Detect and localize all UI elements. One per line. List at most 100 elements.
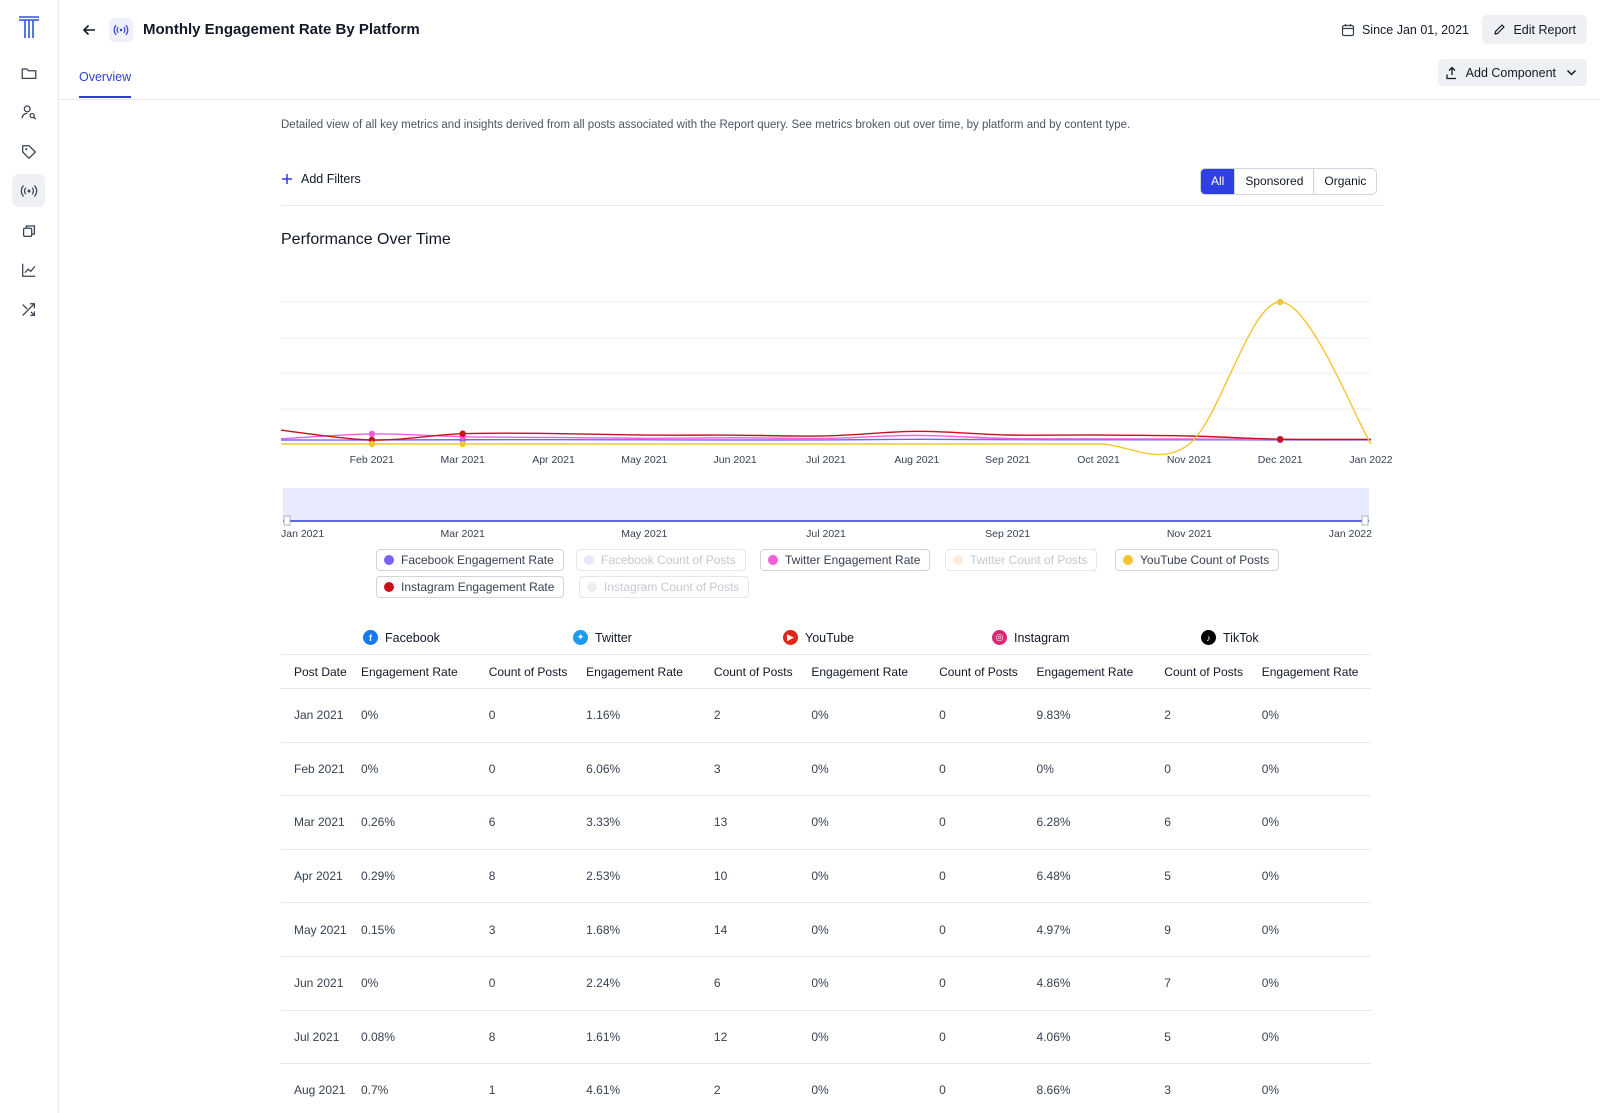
point-twitter-engagement-rate[interactable] [368,430,376,438]
x-tick-label: Mar 2021 [440,454,485,466]
table-cell: 3 [1151,1063,1256,1113]
shuffle-icon [21,302,35,316]
user-search-icon [21,104,36,120]
column-header[interactable]: Count of Posts [475,654,581,689]
metrics-table: Post Date Engagement Rate Count of Posts En… [281,654,1371,1113]
table-cell: 0 [926,1010,1031,1065]
table-cell: 0 [926,1063,1031,1113]
point-instagram-engagement-rate[interactable] [1276,436,1284,443]
table-cell: 3.33% [580,795,701,850]
series-line-youtube-count-of-posts[interactable] [281,301,1372,456]
x-tick-label: Oct 2021 [1077,454,1120,466]
navigator-window[interactable] [283,488,1369,522]
point-instagram-engagement-rate[interactable] [459,430,466,437]
legend-item-facebook-count-of-posts[interactable]: Facebook Count of Posts [576,549,746,571]
table-cell: 14 [700,902,806,957]
legend-label: Instagram Engagement Rate [401,580,555,594]
table-cell: 8 [475,849,581,904]
back-button[interactable] [79,20,99,40]
table-cell: 0.26% [354,795,476,850]
navigator-tick-label: May 2021 [621,528,667,540]
nav-integrations[interactable] [12,293,45,326]
table-cell: Aug 2021 [281,1063,355,1113]
table-cell: 0% [1255,1010,1371,1065]
table-cell: 0% [1030,742,1152,797]
column-header[interactable]: Engagement Rate [580,654,701,689]
table-cell: 0% [1255,1063,1371,1113]
table-cell: 0 [926,902,1031,957]
column-header[interactable]: Post Date [281,654,355,689]
legend-item-instagram-engagement-rate[interactable]: Instagram Engagement Rate [376,576,565,598]
x-tick-label: Jan 2022 [1349,454,1392,466]
nav-analytics[interactable] [12,253,45,286]
table-cell: 0 [1151,742,1256,797]
table-cell: 6 [475,795,581,850]
legend-item-twitter-count-of-posts[interactable]: Twitter Count of Posts [945,549,1098,571]
add-filters-button[interactable]: Add Filters [281,172,361,186]
legend-item-facebook-engagement-rate[interactable]: Facebook Engagement Rate [376,549,564,571]
add-filters-label: Add Filters [301,172,361,186]
legend-label: Twitter Engagement Rate [785,553,921,567]
plus-icon [282,174,292,184]
table-cell: 0% [354,688,476,743]
point-youtube-count-of-posts[interactable] [368,440,376,448]
tab-overview[interactable]: Overview [79,70,132,98]
report-description: Detailed view of all key metrics and ins… [281,119,1131,131]
navigator-tick-label: Sep 2021 [985,528,1030,540]
table-cell: 0 [475,688,581,743]
nav-folder[interactable] [12,56,45,89]
nav-tags[interactable] [12,135,45,168]
date-range-label: Since Jan 01, 2021 [1361,23,1469,37]
legend-swatch [384,582,394,592]
date-range[interactable]: Since Jan 01, 2021 [1341,19,1469,41]
column-header[interactable]: Count of Posts [700,654,806,689]
app-logo-icon[interactable] [16,14,42,40]
segment-organic[interactable]: Organic [1313,169,1376,194]
point-youtube-count-of-posts[interactable] [1276,298,1284,306]
column-header[interactable]: Engagement Rate [354,654,476,689]
table-cell: Mar 2021 [281,795,355,850]
segment-sponsored[interactable]: Sponsored [1234,169,1313,194]
table-cell: 13 [700,795,806,850]
platform-name: Facebook [385,630,440,645]
table-cell: Feb 2021 [281,742,355,797]
nav-collections[interactable] [12,214,45,247]
pencil-icon [1494,24,1506,35]
nav-listening[interactable] [12,174,45,207]
navigator-tick-label: Jan 2022 [1329,528,1372,540]
metrics-table-container[interactable]: f Facebook ✦ Twitter ▶ YouTube ◎ Instagram ♪ TikT… [281,620,1371,1113]
facebook-icon: f [363,630,378,645]
add-component-button[interactable]: Add Component [1455,59,1587,86]
column-header[interactable]: Engagement Rate [805,654,927,689]
table-cell: 0 [475,742,581,797]
legend-item-instagram-count-of-posts[interactable]: Instagram Count of Posts [579,576,750,598]
segment-all[interactable]: All [1201,169,1235,194]
report-type-badge [109,18,133,42]
table-cell: 0% [805,795,927,850]
point-youtube-count-of-posts[interactable] [459,440,466,448]
table-cell: 0 [926,795,1031,850]
nav-creators[interactable] [12,95,45,128]
platform-header-instagram: ◎ Instagram [992,630,1070,645]
column-header[interactable]: Engagement Rate [1255,654,1371,689]
x-tick-label: Nov 2021 [1167,454,1212,466]
column-header[interactable]: Engagement Rate [1030,654,1152,689]
page-header: Monthly Engagement Rate By Platform Sinc… [59,0,1600,100]
legend-item-twitter-engagement-rate[interactable]: Twitter Engagement Rate [760,549,931,571]
navigator-handle-left[interactable] [283,515,291,526]
column-header[interactable]: Count of Posts [1151,654,1256,689]
edit-report-button[interactable]: Edit Report [1482,15,1587,44]
legend-item-youtube-count-of-posts[interactable]: YouTube Count of Posts [1115,549,1280,571]
platform-name: Instagram [1014,630,1070,645]
navigator-tick-label: Nov 2021 [1167,528,1212,540]
column-header[interactable]: Count of Posts [926,654,1031,689]
legend-label: YouTube Count of Posts [1140,553,1270,567]
platform-header-row: f Facebook ✦ Twitter ▶ YouTube ◎ Instagram ♪ TikT… [281,620,1371,654]
table-cell: Jan 2021 [281,688,355,743]
navigator-handle-right[interactable] [1361,515,1369,526]
table-cell: 0 [926,688,1031,743]
folder-icon [21,67,36,79]
copy-icon [22,224,35,237]
